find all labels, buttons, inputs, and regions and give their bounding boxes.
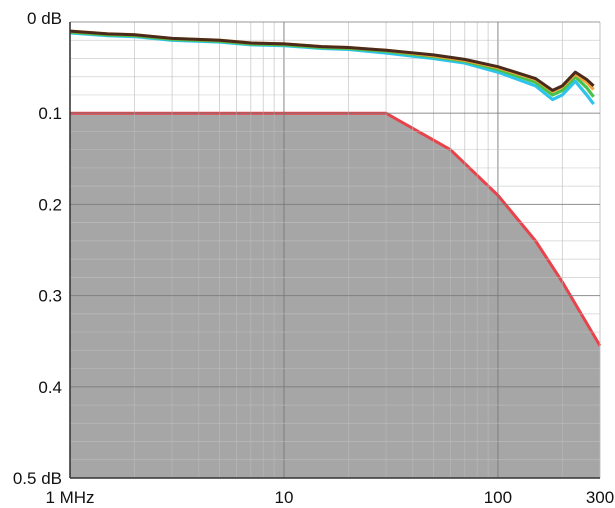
x-tick-labels: 1 MHz 10 100 300 <box>45 488 614 507</box>
y-tick-labels: 0 dB 0.1 0.2 0.3 0.4 0.5 dB <box>13 9 62 488</box>
axes <box>69 22 600 479</box>
x-tick-label: 100 <box>484 488 512 507</box>
x-tick-label: 300 <box>586 488 614 507</box>
y-tick-label: 0.1 <box>38 104 62 123</box>
series-lines <box>69 29 595 106</box>
y-tick-label: 0.2 <box>38 195 62 214</box>
x-tick-label: 10 <box>274 488 293 507</box>
y-tick-label: 0.4 <box>38 378 62 397</box>
y-tick-label: 0 dB <box>27 9 62 28</box>
y-tick-label: 0.5 dB <box>13 469 62 488</box>
series-line <box>69 29 595 92</box>
y-tick-label: 0.3 <box>38 287 62 306</box>
x-tick-label: 1 MHz <box>45 488 94 507</box>
grid <box>69 21 601 479</box>
